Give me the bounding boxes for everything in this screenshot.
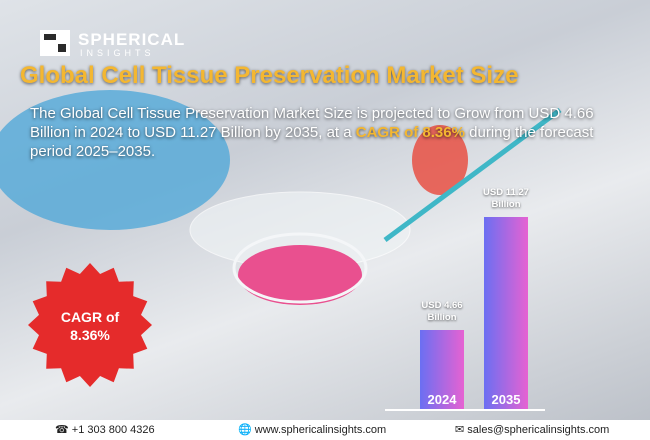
website-text: www.sphericalinsights.com	[254, 424, 387, 436]
brand: SPHERICAL	[78, 30, 186, 49]
value-label: USD 4.66 Billion	[421, 299, 463, 323]
phone-text: +1 303 800 4326	[71, 424, 155, 436]
category-label: 2035	[491, 392, 521, 407]
footer: ☎ +1 303 800 4326 🌐 www.sphericalinsight…	[0, 420, 650, 440]
bar	[420, 329, 464, 409]
website: 🌐 www.sphericalinsights.com	[238, 424, 387, 436]
text: The Global Cell Tissue Preservation Mark…	[30, 105, 594, 141]
text: during the forecast period 2025–2035.	[30, 124, 594, 160]
title: Global Cell Tissue Preservation Market S…	[20, 62, 519, 89]
highlight: CAGR of 8.36%	[355, 124, 465, 141]
background-art	[0, 34, 562, 387]
email: ✉ sales@sphericalinsights.com	[455, 424, 610, 436]
cagr-badge: CAGR of 8.36%	[60, 309, 120, 343]
description: The Global Cell Tissue Preservation Mark…	[30, 104, 630, 161]
category-label: 2024	[427, 392, 457, 407]
value-label: USD 11.27 Billion	[483, 187, 529, 211]
phone: ☎ +1 303 800 4326	[55, 424, 155, 436]
email-text: sales@sphericalinsights.com	[467, 424, 610, 436]
bar	[484, 217, 528, 409]
brand-sub: INSIGHTS	[80, 48, 155, 58]
